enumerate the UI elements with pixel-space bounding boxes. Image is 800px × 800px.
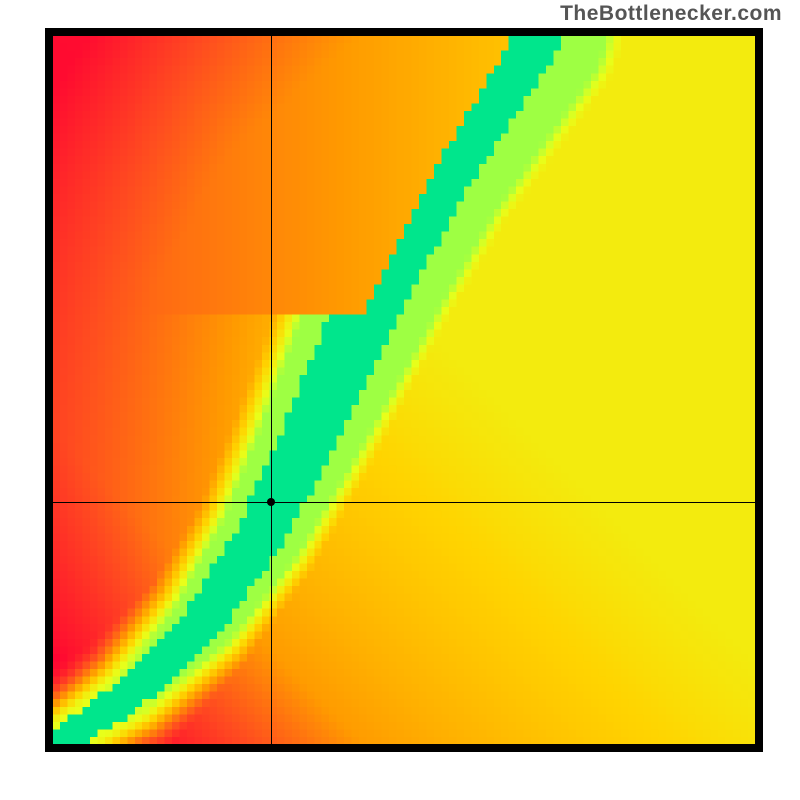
crosshair-vertical — [271, 28, 272, 752]
heatmap-chart — [45, 28, 763, 752]
watermark-text: TheBottlenecker.com — [560, 2, 782, 26]
heatmap-surface — [45, 28, 763, 752]
crosshair-horizontal — [45, 502, 763, 503]
